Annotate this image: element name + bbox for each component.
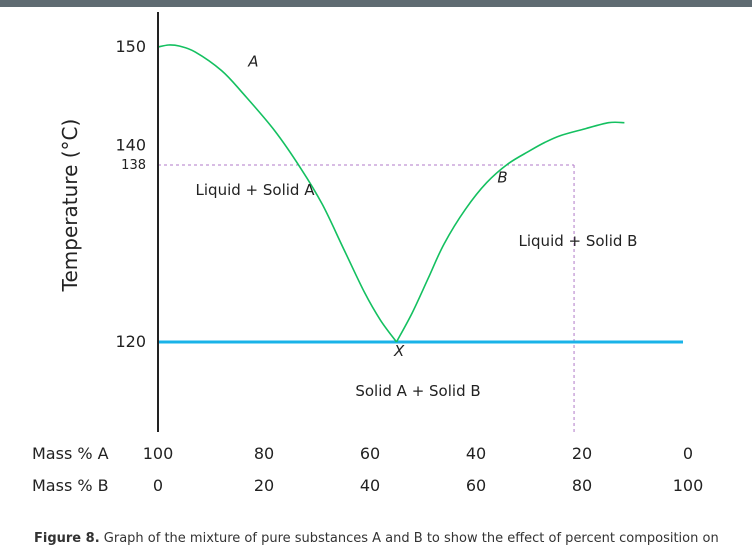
caption-text: Graph of the mixture of pure substances … <box>103 531 719 546</box>
caption-label: Figure 8. <box>34 531 100 546</box>
x-tick-label: 100 <box>673 476 704 495</box>
labels: 150 140 138 120 Temperature (°C) Mass % A 100 8… <box>32 37 703 495</box>
x-tick-label: 20 <box>572 444 592 463</box>
x-axis-label-mass-a: Mass % A <box>32 444 109 463</box>
y-tick-label: 120 <box>115 332 146 351</box>
phase-diagram-chart: 150 140 138 120 Temperature (°C) Mass % A 100 8… <box>32 12 703 495</box>
reference-lines <box>158 164 575 432</box>
x-tick-label: 20 <box>254 476 274 495</box>
annotation-liquid-solid-b: Liquid + Solid B <box>519 232 638 250</box>
x-tick-label: 60 <box>466 476 486 495</box>
y-axis-label: Temperature (°C) <box>58 119 82 293</box>
curve-A <box>157 44 398 343</box>
x-tick-label: 60 <box>360 444 380 463</box>
annotation-liquid-solid-a: Liquid + Solid A <box>196 181 316 199</box>
top-bar <box>0 0 752 7</box>
annotation-a: A <box>247 53 258 71</box>
y-tick-label: 150 <box>115 37 146 56</box>
y-tick-label: 138 <box>121 158 146 173</box>
x-tick-label: 0 <box>683 444 693 463</box>
liquidus-curves <box>157 44 625 343</box>
figure-caption: Figure 8. Graph of the mixture of pure s… <box>34 531 752 546</box>
curve-B <box>395 121 625 343</box>
x-tick-label: 80 <box>572 476 592 495</box>
x-axis-label-mass-b: Mass % B <box>32 476 109 495</box>
x-tick-label: 0 <box>153 476 163 495</box>
annotation-solid-a-solid-b: Solid A + Solid B <box>355 382 480 400</box>
x-tick-label: 40 <box>466 444 486 463</box>
y-tick-label: 140 <box>115 135 146 154</box>
annotation-b: B <box>497 169 507 187</box>
annotation-x: X <box>393 342 405 360</box>
x-tick-label: 100 <box>143 444 174 463</box>
x-tick-label: 40 <box>360 476 380 495</box>
x-tick-label: 80 <box>254 444 274 463</box>
